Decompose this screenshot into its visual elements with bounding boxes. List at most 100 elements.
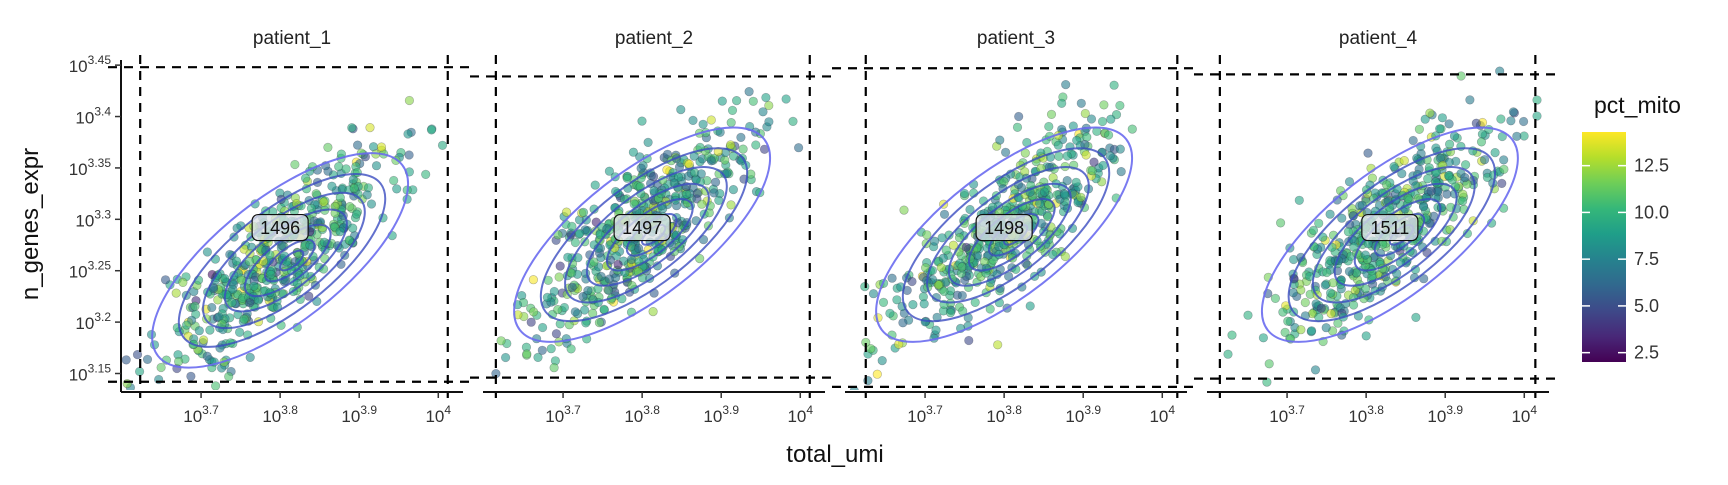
legend-tick-label: 7.5 [1634, 249, 1659, 269]
data-point [727, 105, 738, 115]
data-point [633, 243, 644, 253]
x-tick-label: 103.8 [986, 403, 1022, 426]
data-point [788, 116, 798, 126]
data-point [537, 322, 548, 333]
data-point [1294, 195, 1304, 205]
data-point [437, 140, 448, 150]
data-point [1062, 176, 1072, 186]
data-point [1532, 111, 1542, 121]
data-point [528, 275, 539, 285]
x-tick-label: 103.9 [703, 403, 739, 426]
data-point [1349, 242, 1359, 252]
data-point [748, 96, 758, 106]
data-point [1098, 160, 1108, 170]
y-tick-label: 103.4 [75, 105, 111, 128]
data-point [1061, 79, 1071, 90]
data-point [957, 290, 967, 301]
density-contour-line [1333, 182, 1458, 287]
data-point [1076, 98, 1086, 108]
data-point [603, 285, 614, 296]
density-contour-line [564, 166, 728, 304]
data-point [866, 344, 876, 354]
data-point [1411, 312, 1421, 323]
data-point [604, 274, 614, 284]
data-point [239, 314, 249, 324]
data-point [575, 228, 585, 239]
data-point [580, 268, 591, 278]
data-point [628, 147, 639, 157]
data-point [717, 96, 727, 106]
data-point [948, 240, 959, 250]
data-point [877, 356, 887, 366]
data-point [1506, 116, 1516, 126]
data-point [553, 305, 563, 315]
density-contour-line [539, 147, 749, 323]
data-point [1103, 130, 1114, 140]
data-point [174, 356, 184, 367]
data-point [1109, 80, 1119, 90]
color-legend: pct_mito 2.5 5.0 7.5 10.0 12.5 [1582, 92, 1681, 363]
data-point [1080, 108, 1090, 119]
axes: 103.7 103.8 103.9 104 103.7 103.8 103.9 104 103.… [17, 53, 1549, 468]
data-point [304, 291, 314, 301]
data-point [341, 164, 351, 174]
density-contour-line [1311, 166, 1476, 304]
data-point [993, 340, 1003, 350]
data-point [1300, 297, 1310, 308]
data-point [1060, 190, 1070, 200]
x-tick-label: 103.9 [1065, 403, 1101, 426]
data-point [426, 125, 437, 135]
data-point [1264, 359, 1274, 369]
data-point [589, 204, 599, 214]
data-point [1081, 150, 1091, 160]
data-point [662, 149, 673, 159]
cutoff-lines [470, 55, 836, 398]
scatter-points [122, 95, 448, 390]
data-point [567, 268, 577, 278]
density-contour-line [1260, 126, 1519, 343]
data-point [1046, 109, 1057, 119]
facet-panel-patient_2: patient_2 1497 [470, 28, 836, 398]
density-contour-line [151, 152, 410, 369]
x-tick-label: 104 [1511, 403, 1537, 426]
x-axis-patient_1: 103.7 103.8 103.9 104 [121, 391, 463, 426]
data-point [959, 188, 970, 199]
count-label-box [613, 213, 671, 242]
data-point [706, 156, 717, 166]
data-point [561, 207, 572, 217]
data-point [941, 245, 951, 255]
data-point [764, 117, 774, 127]
cell-count-label: 1497 [613, 213, 671, 242]
data-point [566, 344, 576, 354]
data-point [347, 123, 357, 133]
data-point [744, 86, 754, 97]
data-point [376, 142, 387, 152]
data-point [590, 180, 600, 190]
cutoff-lines [108, 55, 474, 398]
x-axis-patient_2: 103.7 103.8 103.9 104 [483, 391, 825, 426]
data-point [1499, 155, 1509, 165]
data-point [404, 95, 415, 106]
data-point [1000, 147, 1011, 157]
data-point [1308, 225, 1319, 235]
data-point [1337, 213, 1347, 223]
cell-count-label: 1511 [1361, 213, 1419, 242]
data-point [1306, 326, 1317, 336]
data-point [1012, 122, 1023, 132]
data-point [1325, 209, 1335, 219]
data-point [546, 344, 556, 354]
data-point [1435, 124, 1445, 134]
data-point [1442, 189, 1452, 199]
data-point [349, 183, 359, 194]
data-point [938, 253, 948, 263]
data-point [872, 369, 882, 379]
data-point [1360, 284, 1371, 294]
data-point [1321, 323, 1331, 333]
data-point [1032, 236, 1042, 246]
data-point [1325, 288, 1336, 298]
x-tick-label: 103.7 [545, 403, 581, 426]
data-point [1490, 148, 1500, 158]
data-point [931, 325, 941, 335]
data-point [1477, 129, 1487, 139]
data-point [696, 169, 706, 179]
